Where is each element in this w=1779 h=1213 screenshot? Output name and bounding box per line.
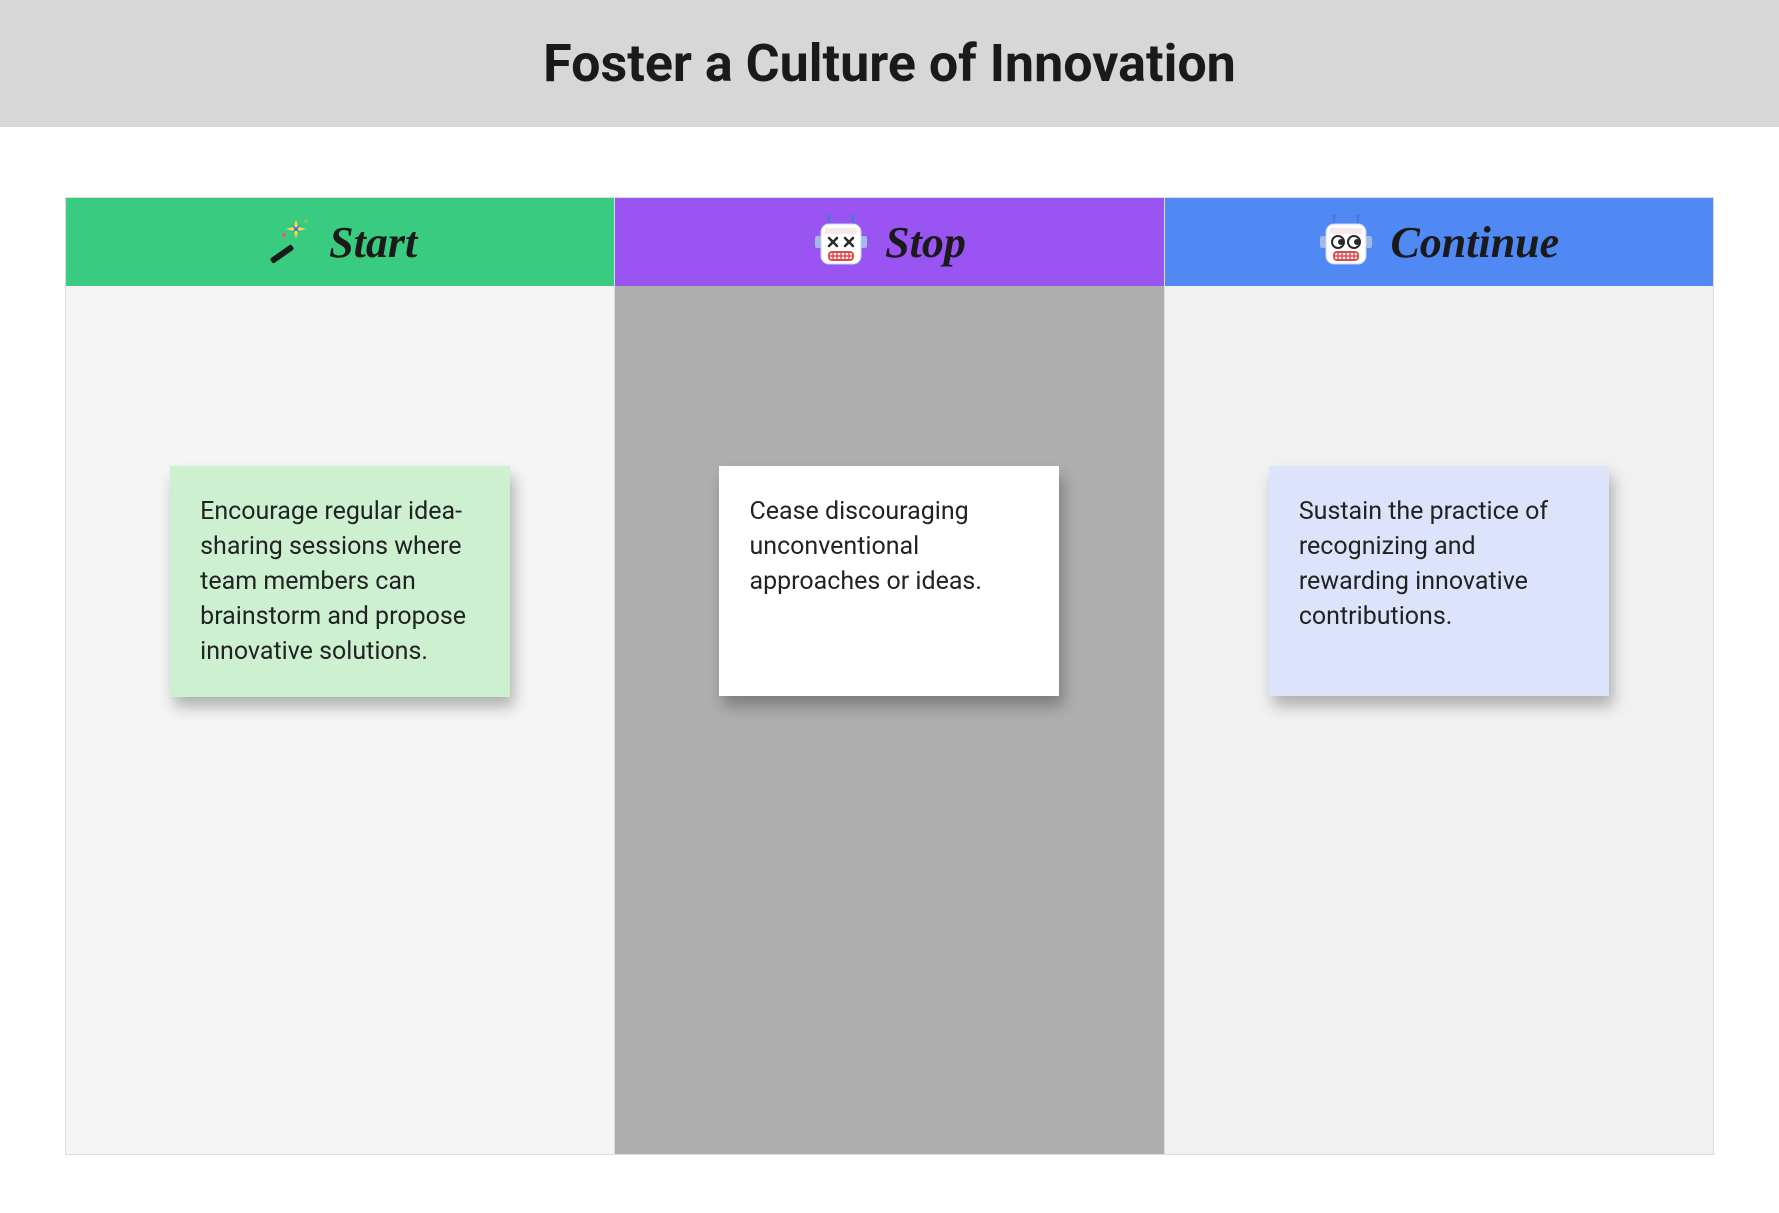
column-header-stop: Stop (615, 198, 1163, 286)
column-header-label: Stop (885, 217, 966, 268)
wand-icon (263, 217, 313, 267)
card-start[interactable]: Encourage regular idea-sharing sessions … (170, 466, 510, 697)
column-header-label: Continue (1390, 217, 1559, 268)
column-header-start: Start (66, 198, 614, 286)
kanban-board: Start Encourage regular idea-sharing ses… (65, 197, 1714, 1155)
card-text: Encourage regular idea-sharing sessions … (200, 497, 466, 666)
column-body-stop: Cease discouraging unconventional approa… (615, 286, 1163, 1154)
card-continue[interactable]: Sustain the practice of recognizing and … (1269, 466, 1609, 696)
robot-eyes-icon (1318, 214, 1374, 270)
robot-x-icon (813, 214, 869, 270)
column-body-start: Encourage regular idea-sharing sessions … (66, 286, 614, 1154)
column-stop: Stop Cease discouraging unconventional a… (615, 198, 1164, 1154)
page-header: Foster a Culture of Innovation (0, 0, 1779, 127)
page-title: Foster a Culture of Innovation (543, 33, 1236, 94)
column-continue: Continue Sustain the practice of recogni… (1165, 198, 1713, 1154)
card-text: Cease discouraging unconventional approa… (749, 497, 981, 596)
card-stop[interactable]: Cease discouraging unconventional approa… (719, 466, 1059, 696)
column-body-continue: Sustain the practice of recognizing and … (1165, 286, 1713, 1154)
card-text: Sustain the practice of recognizing and … (1299, 497, 1548, 631)
column-header-label: Start (329, 217, 417, 268)
column-start: Start Encourage regular idea-sharing ses… (66, 198, 615, 1154)
column-header-continue: Continue (1165, 198, 1713, 286)
